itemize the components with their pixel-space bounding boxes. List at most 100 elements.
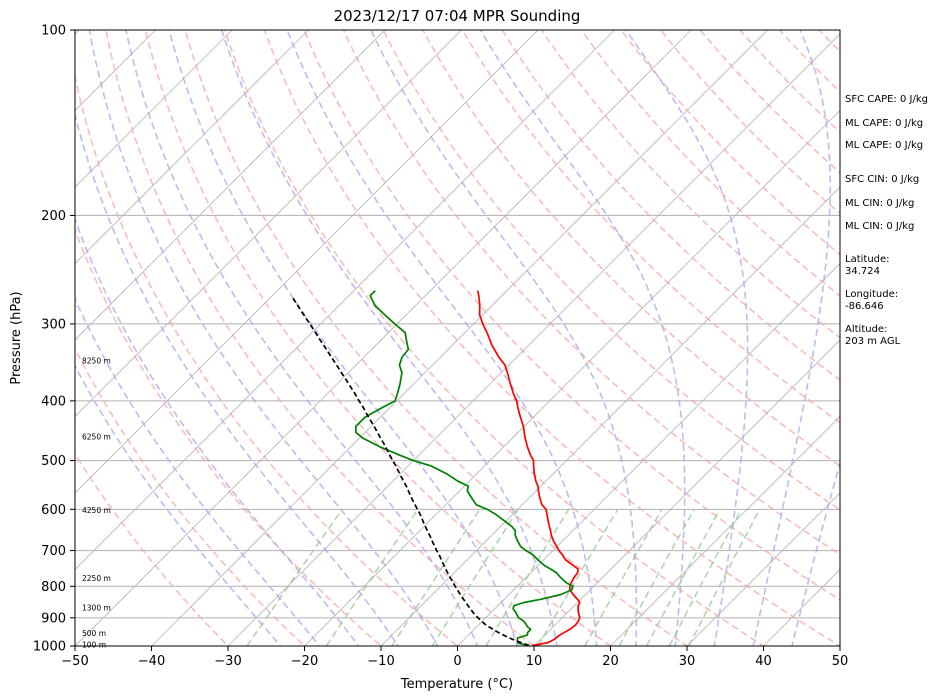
y-tick-label: 700 — [41, 544, 66, 559]
isotherm-line — [75, 30, 615, 571]
sounding-series — [290, 290, 581, 646]
pressure-gridlines — [75, 30, 840, 646]
isotherm-line — [686, 492, 840, 646]
moist-adiabat-line — [75, 364, 282, 646]
x-tick-label: 50 — [832, 654, 849, 669]
stats-panel: SFC CAPE: 0 J/kg ML CAPE: 0 J/kg ML CAPE… — [845, 94, 928, 347]
y-tick-label: 500 — [41, 454, 66, 469]
moist-adiabat-line — [752, 30, 831, 646]
isotherm-line — [533, 339, 840, 646]
y-tick-label: 300 — [41, 317, 66, 332]
mixing-ratio-line — [688, 508, 761, 646]
moist-adiabat-line — [168, 30, 519, 646]
dry-adiabat-line — [184, 30, 689, 646]
stat-ml-cin: ML CIN: 0 J/kg — [845, 198, 914, 209]
parcel-profile-line — [290, 295, 530, 646]
mixing-ratio-line — [246, 508, 343, 646]
mixing-ratio-line — [645, 508, 721, 646]
dry-adiabat-line — [461, 30, 840, 424]
y-tick-label: 800 — [41, 580, 66, 595]
y-tick-label: 900 — [41, 611, 66, 626]
dry-adiabat-line — [421, 30, 840, 467]
mixing-ratio-line — [584, 508, 663, 646]
x-tick-label: 0 — [453, 654, 461, 669]
dewpoint-profile-line — [354, 290, 574, 646]
dry-adiabat-line — [580, 30, 840, 297]
latitude-label: Latitude: — [845, 254, 890, 265]
x-tick-label: −50 — [61, 654, 88, 669]
x-tick-label: 20 — [602, 654, 619, 669]
temperature-profile-line — [476, 290, 581, 646]
y-axis-label: Pressure (hPa) — [9, 291, 24, 384]
dry-adiabat-line — [342, 30, 840, 556]
y-tick-label: 600 — [41, 503, 66, 518]
moist-adiabat-line — [220, 30, 558, 646]
isotherm-line — [75, 30, 692, 646]
altitude-label: Altitude: — [845, 324, 887, 335]
isotherm-line — [610, 415, 840, 646]
height-label: 1300 m — [82, 604, 111, 613]
moist-adiabat-line — [479, 30, 686, 646]
dry-adiabat-line — [75, 346, 306, 646]
isotherm-line — [75, 30, 309, 265]
moist-adiabat-line — [75, 112, 399, 646]
height-label: 8250 m — [82, 357, 111, 366]
y-tick-label: 400 — [41, 394, 66, 409]
isotherm-line — [227, 33, 840, 646]
altitude-value: 203 m AGL — [845, 336, 901, 347]
y-tick-label: 100 — [41, 24, 66, 39]
dry-adiabat-line — [540, 30, 840, 339]
stat-ml-cin-2: ML CIN: 0 J/kg — [845, 221, 914, 232]
dry-adiabat-line — [501, 30, 840, 381]
dry-adiabat-line — [263, 30, 840, 646]
moist-adiabat-line — [370, 30, 638, 646]
height-label: 2250 m — [82, 574, 111, 583]
moist-adiabat-line — [791, 459, 840, 646]
stat-sfc-cin: SFC CIN: 0 J/kg — [845, 174, 919, 185]
stat-ml-cape: ML CAPE: 0 J/kg — [845, 118, 923, 129]
dry-adiabat-line — [144, 30, 612, 646]
y-tick-label: 200 — [41, 209, 66, 224]
moist-adiabat-line — [75, 297, 321, 646]
dry-adiabat-line — [382, 30, 840, 511]
longitude-label: Longitude: — [845, 289, 898, 300]
isotherm-line — [75, 30, 539, 494]
moist-adiabat-line — [625, 30, 749, 646]
dry-adiabat-line — [75, 452, 230, 646]
moist-adiabat-lines — [75, 30, 840, 646]
x-axis-ticks: −50 −40 −30 −20 −10 0 10 20 30 40 50 — [61, 646, 848, 669]
x-tick-label: 40 — [755, 654, 772, 669]
x-tick-label: −10 — [367, 654, 394, 669]
x-tick-label: 30 — [679, 654, 696, 669]
height-label: 100 m — [82, 641, 106, 650]
height-labels: 100 m 500 m 1300 m 2250 m 4250 m 6250 m 8250 m — [82, 357, 111, 650]
y-tick-label: 1000 — [33, 640, 66, 655]
isotherm-line — [457, 262, 840, 646]
mixing-ratio-line — [325, 508, 419, 646]
isotherm-line — [75, 30, 462, 418]
dry-adiabat-line — [303, 30, 840, 601]
y-axis-ticks: 100 200 300 400 500 600 700 800 900 1000 — [33, 24, 75, 655]
x-tick-label: 10 — [526, 654, 543, 669]
isotherm-line — [75, 30, 233, 188]
latitude-value: 34.724 — [845, 266, 880, 277]
stat-sfc-cape: SFC CAPE: 0 J/kg — [845, 94, 928, 105]
dry-adiabat-line — [223, 30, 766, 646]
chart-title: 2023/12/17 07:04 MPR Sounding — [334, 7, 581, 25]
x-tick-label: −40 — [138, 654, 165, 669]
moist-adiabat-line — [88, 30, 439, 646]
height-label: 500 m — [82, 629, 106, 638]
mixing-ratio-line — [391, 508, 481, 646]
mixing-ratio-line — [431, 508, 519, 646]
x-tick-label: −30 — [214, 654, 241, 669]
x-axis-label: Temperature (°C) — [400, 677, 513, 692]
height-label: 6250 m — [82, 433, 111, 442]
moist-adiabat-line — [125, 30, 479, 646]
mixing-ratio-line — [668, 508, 743, 646]
longitude-value: -86.646 — [845, 301, 884, 312]
height-label: 4250 m — [82, 506, 111, 515]
stat-ml-cape-2: ML CAPE: 0 J/kg — [845, 140, 923, 151]
isotherm-line — [380, 186, 840, 646]
